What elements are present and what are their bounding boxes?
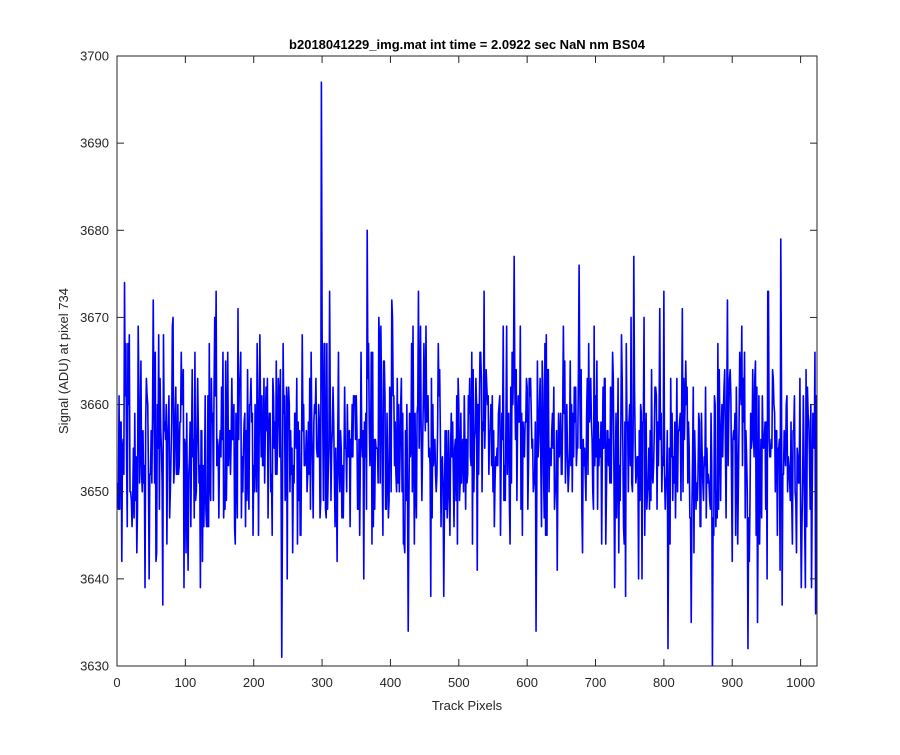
signal-series-line: [117, 81, 817, 666]
x-tick-label: 200: [243, 675, 265, 690]
x-axis-label: Track Pixels: [432, 698, 503, 713]
y-tick-label: 3650: [80, 484, 109, 499]
y-tick-label: 3690: [80, 136, 109, 151]
y-tick-label: 3660: [80, 397, 109, 412]
x-tick-label: 800: [653, 675, 675, 690]
chart-title: b2018041229_img.mat int time = 2.0922 se…: [289, 37, 646, 52]
x-tick-label: 1000: [786, 675, 815, 690]
y-axis-label: Signal (ADU) at pixel 734: [56, 288, 71, 434]
plot-background: [117, 56, 817, 666]
x-tick-label: 400: [380, 675, 402, 690]
y-tick-label: 3640: [80, 571, 109, 586]
y-tick-label: 3630: [80, 659, 109, 674]
x-tick-label: 900: [721, 675, 743, 690]
y-tick-label: 3700: [80, 49, 109, 64]
x-tick-label: 300: [311, 675, 333, 690]
tick-layer: 0 100 200 300 400 500 600 700 800 900 1000 3630 3640…: [80, 49, 817, 690]
x-tick-label: 100: [175, 675, 197, 690]
x-tick-label: 500: [448, 675, 470, 690]
axes-box: [116, 55, 818, 667]
series-layer: [117, 81, 817, 666]
x-tick-label: 700: [585, 675, 607, 690]
y-tick-label: 3680: [80, 223, 109, 238]
x-tick-label: 600: [516, 675, 538, 690]
y-tick-label: 3670: [80, 310, 109, 325]
x-tick-label: 0: [113, 675, 120, 690]
